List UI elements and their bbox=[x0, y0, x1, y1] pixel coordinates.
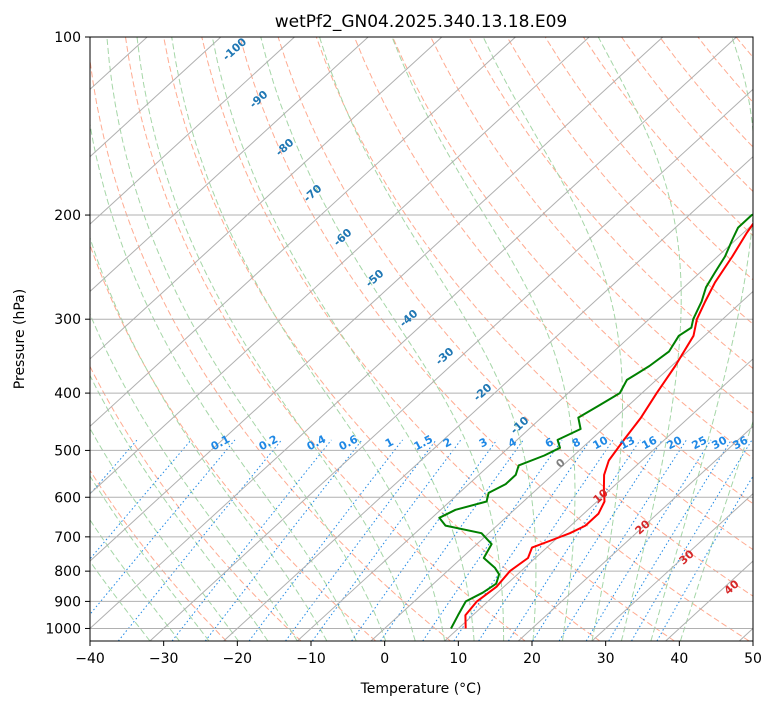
y-tick-label: 600 bbox=[54, 490, 81, 506]
y-tick-label: 200 bbox=[54, 208, 81, 224]
y-tick-label: 500 bbox=[54, 443, 81, 459]
y-tick-label: 100 bbox=[54, 30, 81, 46]
y-tick-label: 300 bbox=[54, 312, 81, 328]
y-axis-label: Pressure (hPa) bbox=[12, 289, 28, 389]
x-tick-label: 50 bbox=[744, 651, 762, 667]
x-tick-label: −30 bbox=[149, 651, 179, 667]
x-tick-label: 40 bbox=[670, 651, 688, 667]
x-tick-label: 10 bbox=[449, 651, 467, 667]
x-tick-label: 0 bbox=[380, 651, 389, 667]
y-tick-label: 900 bbox=[54, 594, 81, 610]
x-axis-label: Temperature (°C) bbox=[360, 681, 482, 697]
y-tick-label: 800 bbox=[54, 564, 81, 580]
y-tick-label: 400 bbox=[54, 386, 81, 402]
y-tick-label: 1000 bbox=[45, 621, 81, 637]
x-tick-label: 20 bbox=[523, 651, 541, 667]
x-tick-label: −10 bbox=[296, 651, 326, 667]
x-tick-label: 30 bbox=[597, 651, 615, 667]
chart-title: wetPf2_GN04.2025.340.13.18.E09 bbox=[275, 12, 567, 32]
x-tick-label: −40 bbox=[75, 651, 105, 667]
x-tick-label: −20 bbox=[223, 651, 253, 667]
y-tick-label: 700 bbox=[54, 530, 81, 546]
